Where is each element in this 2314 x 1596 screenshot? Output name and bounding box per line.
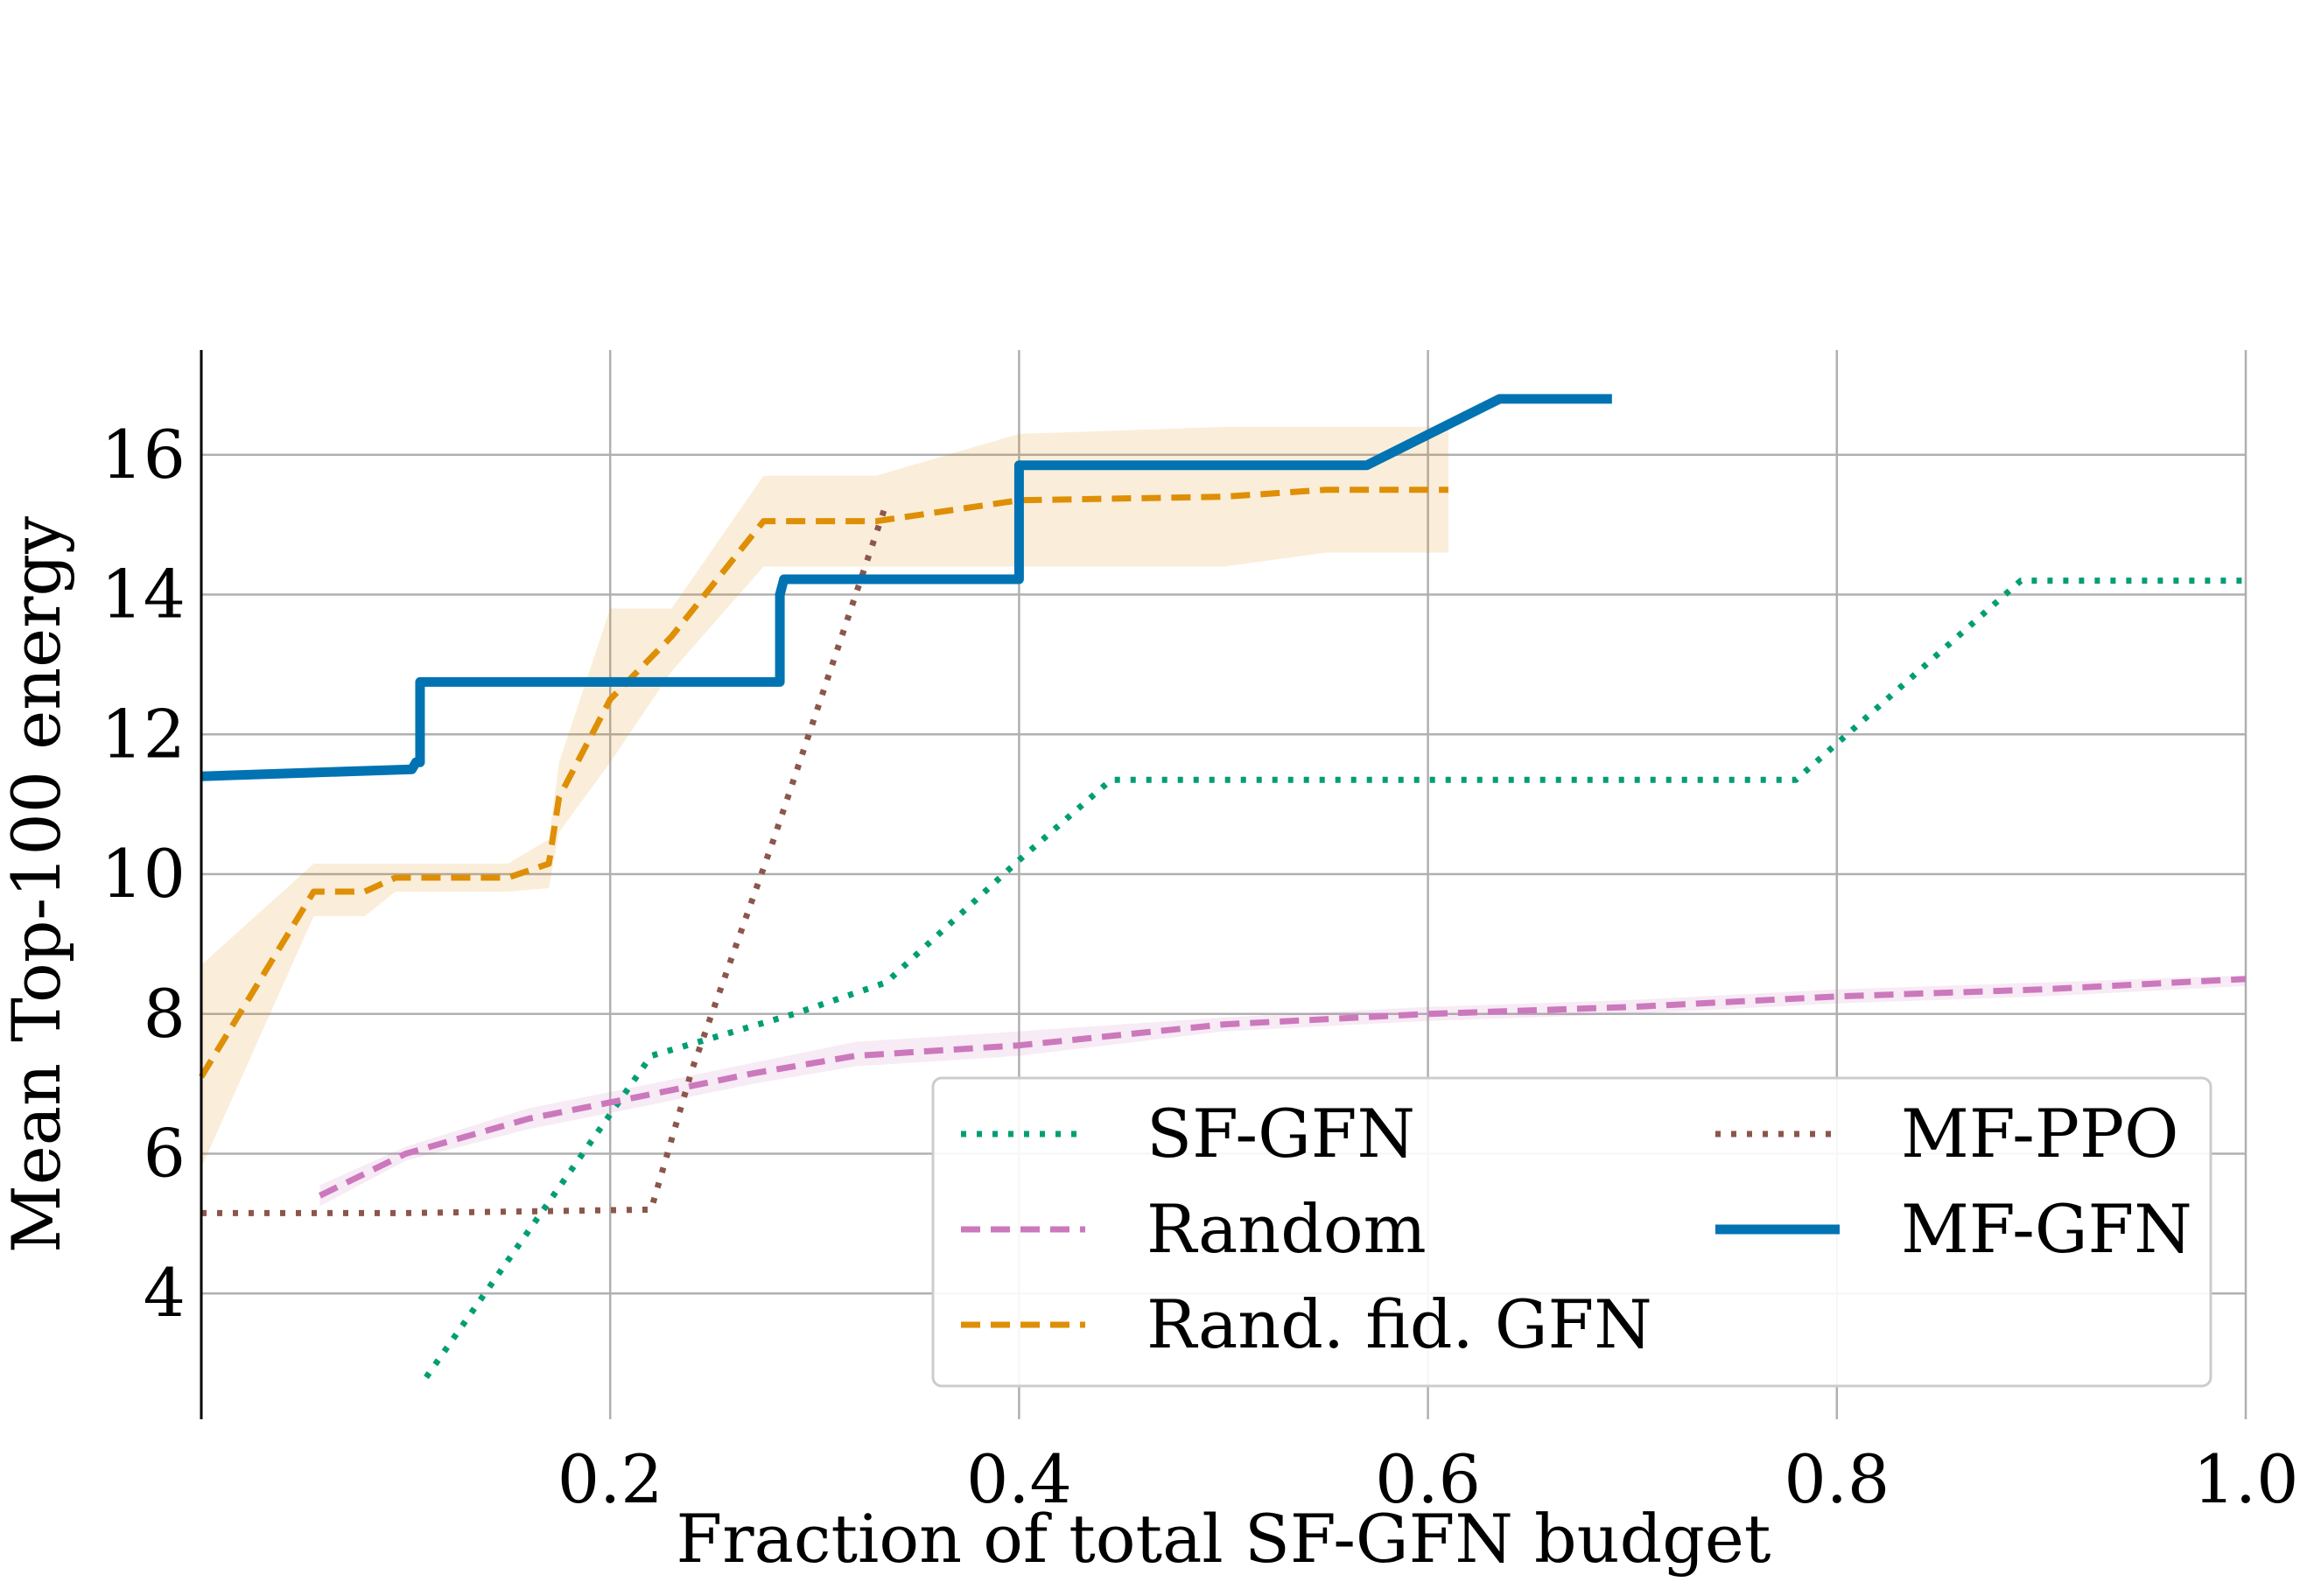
y-tick-label: 16 bbox=[101, 416, 186, 494]
x-tick-label: 0.4 bbox=[966, 1440, 1072, 1518]
x-tick-label: 0.8 bbox=[1784, 1440, 1890, 1518]
y-tick-label: 8 bbox=[144, 975, 186, 1053]
y-tick-label: 4 bbox=[144, 1254, 186, 1332]
legend-label-random: Random bbox=[1146, 1190, 1427, 1268]
y-axis-label: Mean Top-100 energy bbox=[0, 516, 75, 1253]
series-line-mf-ppo bbox=[201, 502, 889, 1216]
series-line-mf-gfn bbox=[200, 394, 1612, 781]
legend-frame bbox=[931, 1076, 2212, 1388]
x-axis-label: Fraction of total SF-GFN budget bbox=[677, 1500, 1771, 1578]
legend: SF-GFN Random Rand. fid. GFN MF-PPO MF-GFN bbox=[931, 1076, 2212, 1388]
y-tick-label: 10 bbox=[101, 835, 186, 913]
y-tick-label: 14 bbox=[101, 556, 186, 634]
legend-label-mf-gfn: MF-GFN bbox=[1901, 1190, 2192, 1268]
band-rand-fid-gfn bbox=[201, 426, 1448, 1168]
series-lines bbox=[199, 394, 2247, 1380]
x-tick-labels: 0.2 0.4 0.6 0.8 1.0 bbox=[557, 1440, 2299, 1518]
y-tick-label: 12 bbox=[101, 695, 186, 773]
x-tick-label: 0.2 bbox=[557, 1440, 663, 1518]
legend-label-mf-ppo: MF-PPO bbox=[1901, 1095, 2178, 1172]
y-tick-labels: 4 6 8 10 12 14 16 bbox=[101, 416, 186, 1332]
series-line-random bbox=[318, 976, 2247, 1199]
legend-label-sf-gfn: SF-GFN bbox=[1146, 1095, 1415, 1172]
x-tick-label: 0.6 bbox=[1375, 1440, 1481, 1518]
y-tick-label: 6 bbox=[144, 1114, 186, 1192]
x-tick-label: 1.0 bbox=[2193, 1440, 2299, 1518]
series-line-rand-fid-gfn bbox=[199, 486, 1448, 1079]
legend-label-rand-fid-gfn: Rand. fid. GFN bbox=[1146, 1285, 1652, 1363]
